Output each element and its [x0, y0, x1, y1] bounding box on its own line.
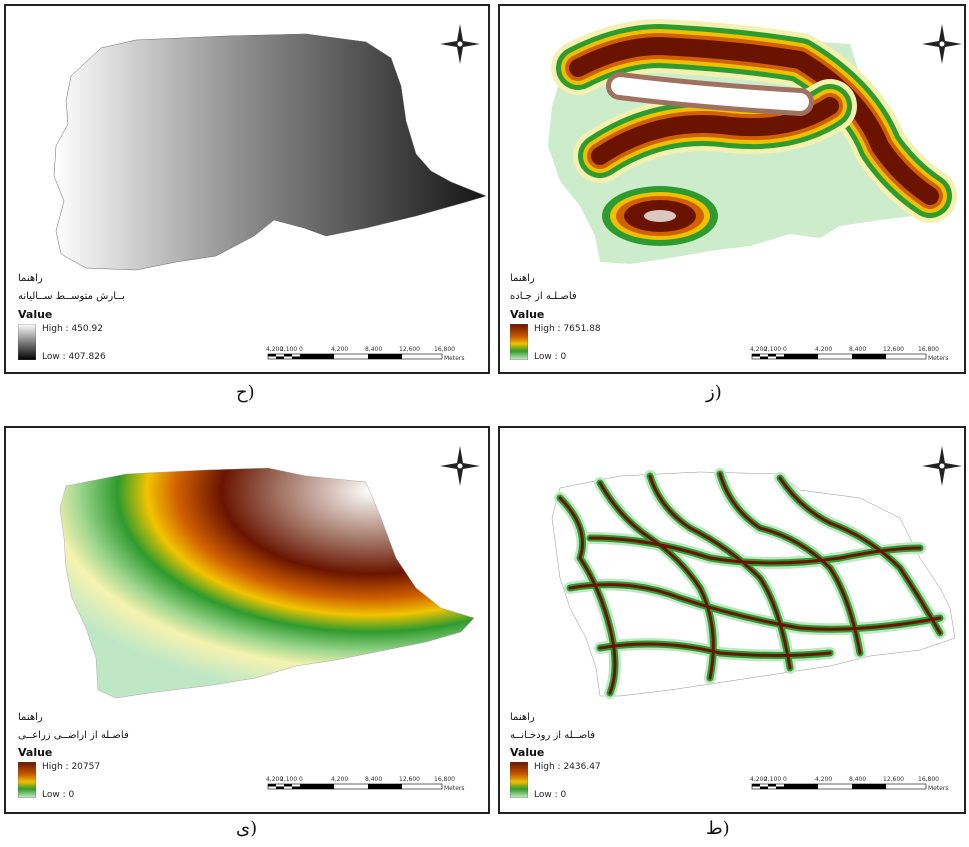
scale-tick: 12,600	[883, 346, 904, 353]
legend-low-label: Low : 0	[534, 352, 567, 362]
scale-unit: Meters	[444, 785, 465, 792]
legend-layer-name: فاصــله از رودخـانــه	[510, 730, 596, 741]
north-arrow-icon	[440, 24, 480, 64]
legend-high-label: High : 7651.88	[534, 324, 601, 334]
legend-value-label: Value	[510, 308, 545, 321]
legend-low-label: Low : 0	[534, 790, 567, 800]
map-panel-agri: راهنما فاصـله از اراضــی زراعــی Value H…	[4, 426, 490, 814]
scale-bar: 4,200 2,100 0 4,200 8,400 12,600 16,800 …	[750, 346, 949, 362]
legend-color-ramp	[18, 324, 36, 360]
scale-unit: Meters	[928, 785, 949, 792]
scale-tick: 4,200	[750, 776, 767, 783]
north-arrow-icon	[922, 446, 962, 486]
legend-title: راهنما	[510, 712, 535, 723]
legend-layer-name: فاصـلـه از جـاده	[510, 291, 577, 302]
legend-low-label: Low : 0	[42, 790, 75, 800]
scale-bar: 4,200 2,100 0 4,200 8,400 12,600 16,800 …	[266, 346, 465, 362]
scale-tick: 12,600	[399, 776, 420, 783]
legend-low-label: Low : 407.826	[42, 352, 106, 362]
scale-tick: 0	[783, 776, 787, 783]
legend-high-label: High : 20757	[42, 762, 101, 772]
legend-high-label: High : 450.92	[42, 324, 103, 334]
scale-tick: 8,400	[365, 346, 382, 353]
river-distance-map	[551, 468, 956, 699]
road-distance-map	[548, 19, 957, 264]
scale-unit: Meters	[444, 355, 465, 362]
scale-unit: Meters	[928, 355, 949, 362]
scale-tick: 12,600	[399, 346, 420, 353]
agri-distance-map	[59, 467, 475, 699]
scale-tick: 4,200	[331, 346, 348, 353]
legend-color-ramp	[510, 324, 528, 360]
scale-tick: 8,400	[849, 776, 866, 783]
scale-bar: 4,200 2,100 0 4,200 8,400 12,600 16,800 …	[266, 776, 465, 792]
scale-tick: 2,100	[764, 776, 781, 783]
legend-high-label: High : 2436.47	[534, 762, 601, 772]
scale-tick: 2,100	[280, 346, 297, 353]
scale-tick: 0	[299, 346, 303, 353]
north-arrow-icon	[922, 24, 962, 64]
scale-tick: 16,800	[434, 346, 455, 353]
scale-bar: 4,200 2,100 0 4,200 8,400 12,600 16,800 …	[750, 776, 949, 792]
legend-title: راهنما	[18, 273, 43, 284]
scale-tick: 8,400	[849, 346, 866, 353]
scale-tick: 0	[783, 346, 787, 353]
legend-title: راهنما	[510, 273, 535, 284]
legend-layer-name: فاصـله از اراضــی زراعــی	[18, 730, 129, 741]
legend-value-label: Value	[18, 308, 53, 321]
rainfall-map	[53, 33, 487, 271]
scale-tick: 2,100	[764, 346, 781, 353]
caption-road: ز)	[706, 382, 722, 403]
scale-tick: 4,200	[815, 346, 832, 353]
legend-value-label: Value	[18, 746, 53, 759]
scale-tick: 0	[299, 776, 303, 783]
scale-tick: 8,400	[365, 776, 382, 783]
scale-tick: 16,800	[434, 776, 455, 783]
scale-tick: 2,100	[280, 776, 297, 783]
scale-tick: 12,600	[883, 776, 904, 783]
map-panel-river: راهنما فاصــله از رودخـانــه Value High …	[498, 426, 966, 814]
legend-color-ramp	[18, 762, 36, 798]
north-arrow-icon	[440, 446, 480, 486]
scale-tick: 4,200	[331, 776, 348, 783]
map-panel-road: راهنما فاصـلـه از جـاده Value High : 765…	[498, 4, 966, 374]
scale-tick: 4,200	[815, 776, 832, 783]
legend-title: راهنما	[18, 712, 43, 723]
scale-tick: 4,200	[266, 776, 283, 783]
caption-river: ط)	[706, 818, 730, 839]
scale-tick: 16,800	[918, 346, 939, 353]
scale-tick: 4,200	[266, 346, 283, 353]
legend-layer-name: بــارش متوســط ســالیانه	[18, 291, 125, 302]
scale-tick: 4,200	[750, 346, 767, 353]
caption-agri: ی)	[236, 818, 258, 839]
legend-color-ramp	[510, 762, 528, 798]
caption-rainfall: ح)	[236, 382, 255, 403]
map-panel-rainfall: راهنما بــارش متوســط ســالیانه Value Hi…	[4, 4, 490, 374]
legend-value-label: Value	[510, 746, 545, 759]
scale-tick: 16,800	[918, 776, 939, 783]
